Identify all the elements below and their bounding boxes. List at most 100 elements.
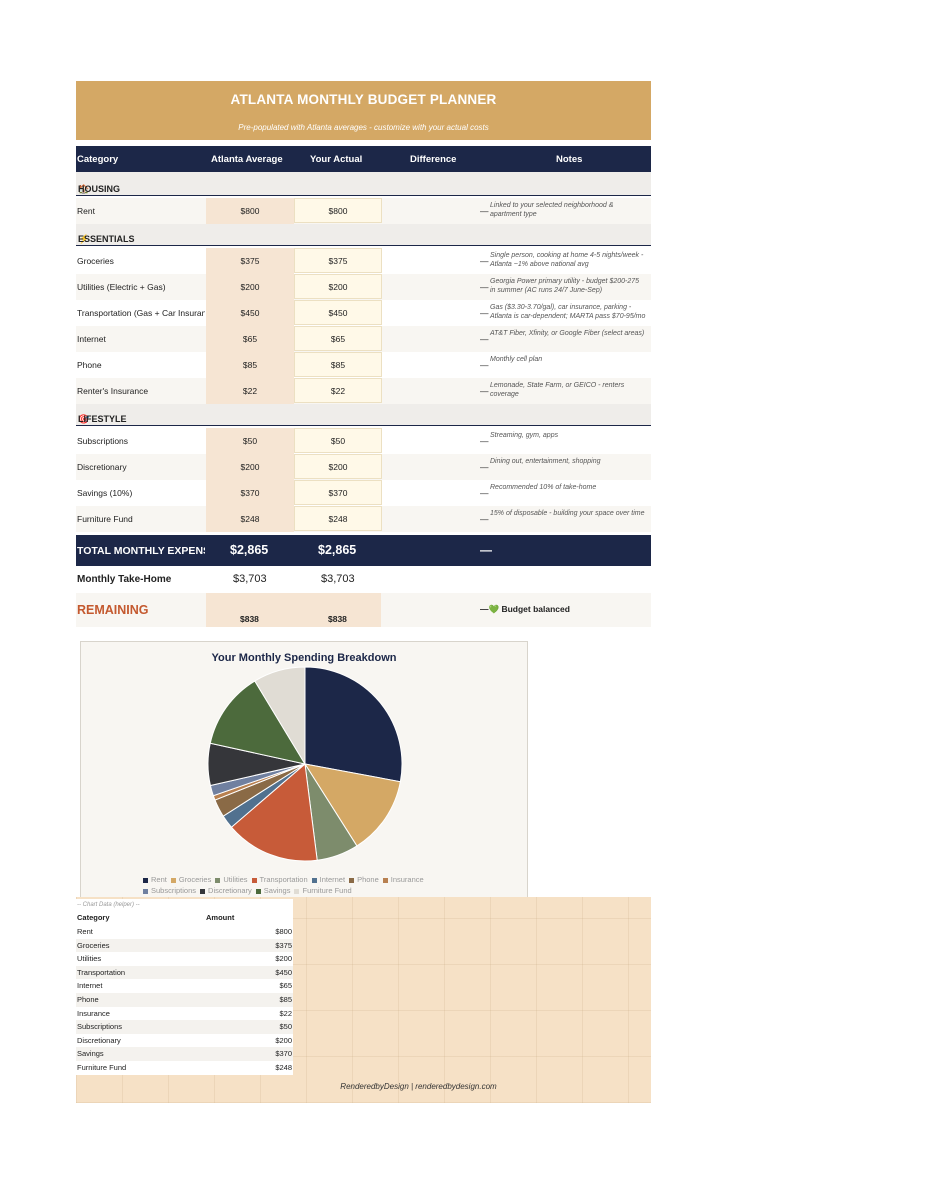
row-avg: $370 xyxy=(206,480,294,506)
budget-row: Internet $65 $65 — AT&T Fiber, Xfinity, or G… xyxy=(76,326,651,352)
helper-amount: $200 xyxy=(275,954,292,964)
pie-chart xyxy=(207,666,403,862)
house-icon: 🏠 xyxy=(78,184,90,194)
row-actual-input[interactable]: $200 xyxy=(294,274,382,299)
total-label: TOTAL MONTHLY EXPENSES xyxy=(77,545,205,557)
budget-row: Groceries $375 $375 — Single person, cooking… xyxy=(76,248,651,274)
takehome-actual[interactable]: $3,703 xyxy=(321,573,355,585)
row-dash: — xyxy=(480,514,489,524)
row-avg: $200 xyxy=(206,274,294,300)
row-actual-input[interactable]: $50 xyxy=(294,428,382,453)
header-actual: Your Actual xyxy=(310,154,363,165)
row-dash: — xyxy=(480,436,489,446)
budget-row: Rent $800 $800 — Linked to your selected nei… xyxy=(76,198,651,224)
row-label: Subscriptions xyxy=(77,436,129,446)
row-dash: — xyxy=(480,488,489,498)
takehome-row: Monthly Take-Home $3,703 $3,703 xyxy=(76,568,651,592)
helper-category: Insurance xyxy=(77,1008,110,1018)
remaining-label: REMAINING xyxy=(77,603,149,617)
row-actual-input[interactable]: $370 xyxy=(294,480,382,505)
row-actual-input[interactable]: $248 xyxy=(294,506,382,531)
legend-item: Phone xyxy=(349,874,379,885)
legend-item: Savings xyxy=(255,885,291,896)
takehome-label: Monthly Take-Home xyxy=(77,574,172,585)
row-note: Recommended 10% of take-home xyxy=(490,484,597,491)
row-avg: $85 xyxy=(206,352,294,378)
legend-item: Discretionary xyxy=(200,885,252,896)
row-dash: — xyxy=(480,334,489,344)
row-avg: $200 xyxy=(206,454,294,480)
row-note: 15% of disposable - building your space … xyxy=(490,510,645,517)
row-avg: $50 xyxy=(206,428,294,454)
row-dash: — xyxy=(480,282,489,292)
legend-label: Phone xyxy=(357,875,379,884)
total-actual[interactable]: $2,865 xyxy=(318,543,357,557)
budget-row: Renter's Insurance $22 $22 — Lemonade, State… xyxy=(76,378,651,404)
footer-credit: RenderedbyDesign | renderedbydesign.com xyxy=(340,1082,497,1091)
legend-label: Transportation xyxy=(259,875,308,884)
legend-item: Subscriptions xyxy=(143,885,196,896)
remaining-avg: $838 xyxy=(240,614,259,624)
helper-row: Phone $85 xyxy=(76,992,293,1007)
legend-item: Furniture Fund xyxy=(294,885,352,896)
legend-label: Groceries xyxy=(178,875,212,884)
helper-row: Groceries $375 xyxy=(76,938,293,953)
row-actual-input[interactable]: $200 xyxy=(294,454,382,479)
row-actual-input[interactable]: $65 xyxy=(294,326,382,351)
row-note: Lemonade, State Farm, or GEICO - renters… xyxy=(490,382,625,398)
pie-slice-transportation xyxy=(230,763,318,862)
budget-row: Furniture Fund $248 $248 —15% of disposable… xyxy=(76,506,651,532)
row-label: Transportation (Gas + Car Insurance) xyxy=(77,308,205,318)
row-avg: $22 xyxy=(206,378,294,404)
legend-swatch xyxy=(251,877,257,883)
row-dash: — xyxy=(480,386,489,396)
row-actual-input[interactable]: $22 xyxy=(294,378,382,403)
row-actual-input[interactable]: $800 xyxy=(294,198,382,223)
row-note: Streaming, gym, apps xyxy=(490,432,559,439)
budget-row: Transportation (Gas + Car Insurance) $450… xyxy=(76,300,651,326)
header-avg: Atlanta Average xyxy=(211,154,283,165)
helper-amount: $85 xyxy=(279,994,292,1004)
legend-swatch xyxy=(382,877,388,883)
remaining-status: —💚 Budget balanced xyxy=(480,604,570,615)
section-label: ESSENTIALS xyxy=(78,234,135,244)
helper-category: Furniture Fund xyxy=(77,1062,127,1072)
row-actual-input[interactable]: $375 xyxy=(294,248,382,273)
legend-swatch xyxy=(215,877,221,883)
row-note: Linked to your selected neighborhood & a… xyxy=(490,202,614,218)
row-dash: — xyxy=(480,256,489,266)
row-note: Dining out, entertainment, shopping xyxy=(490,458,601,465)
helper-category: Discretionary xyxy=(77,1035,121,1045)
helper-amount: $50 xyxy=(279,1022,292,1032)
legend-swatch xyxy=(170,877,176,883)
target-icon: 🎯 xyxy=(78,414,90,424)
helper-amount: $370 xyxy=(275,1049,292,1059)
header-diff: Difference xyxy=(410,154,457,165)
row-note: AT&T Fiber, Xfinity, or Google Fiber (se… xyxy=(490,330,645,337)
helper-table: -- Chart Data (helper) -- Category Amoun… xyxy=(76,899,293,1075)
pie-slice-rent xyxy=(304,666,403,783)
row-label: Phone xyxy=(77,360,102,370)
row-avg: $800 xyxy=(206,198,294,224)
row-note: Monthly cell plan xyxy=(490,356,543,363)
section-lifestyle: 🎯 LIFESTYLE xyxy=(76,402,651,426)
row-actual-input[interactable]: $450 xyxy=(294,300,382,325)
row-actual-input[interactable]: $85 xyxy=(294,352,382,377)
helper-col-amount: Amount xyxy=(206,913,235,922)
legend-label: Internet xyxy=(319,875,346,884)
legend-item: Internet xyxy=(311,874,346,885)
legend-item: Rent xyxy=(143,874,167,885)
remaining-row: REMAINING $838 $838 —💚 Budget balanced xyxy=(76,593,651,627)
helper-row: Subscriptions $50 xyxy=(76,1020,293,1034)
legend-label: Savings xyxy=(263,886,291,895)
budget-sheet: ATLANTA MONTHLY BUDGET PLANNER Pre-popul… xyxy=(76,81,651,1103)
helper-category: Internet xyxy=(77,981,103,991)
helper-amount: $65 xyxy=(279,981,292,991)
helper-amount: $800 xyxy=(275,927,292,936)
row-label: Internet xyxy=(77,334,106,344)
legend-swatch xyxy=(200,888,206,894)
pie-slice-groceries xyxy=(303,763,401,847)
helper-row: Furniture Fund $248 xyxy=(76,1061,293,1075)
row-note: Gas ($3.30-3.70/gal), car insurance, par… xyxy=(490,304,646,320)
helper-caption: -- Chart Data (helper) -- xyxy=(77,902,140,908)
